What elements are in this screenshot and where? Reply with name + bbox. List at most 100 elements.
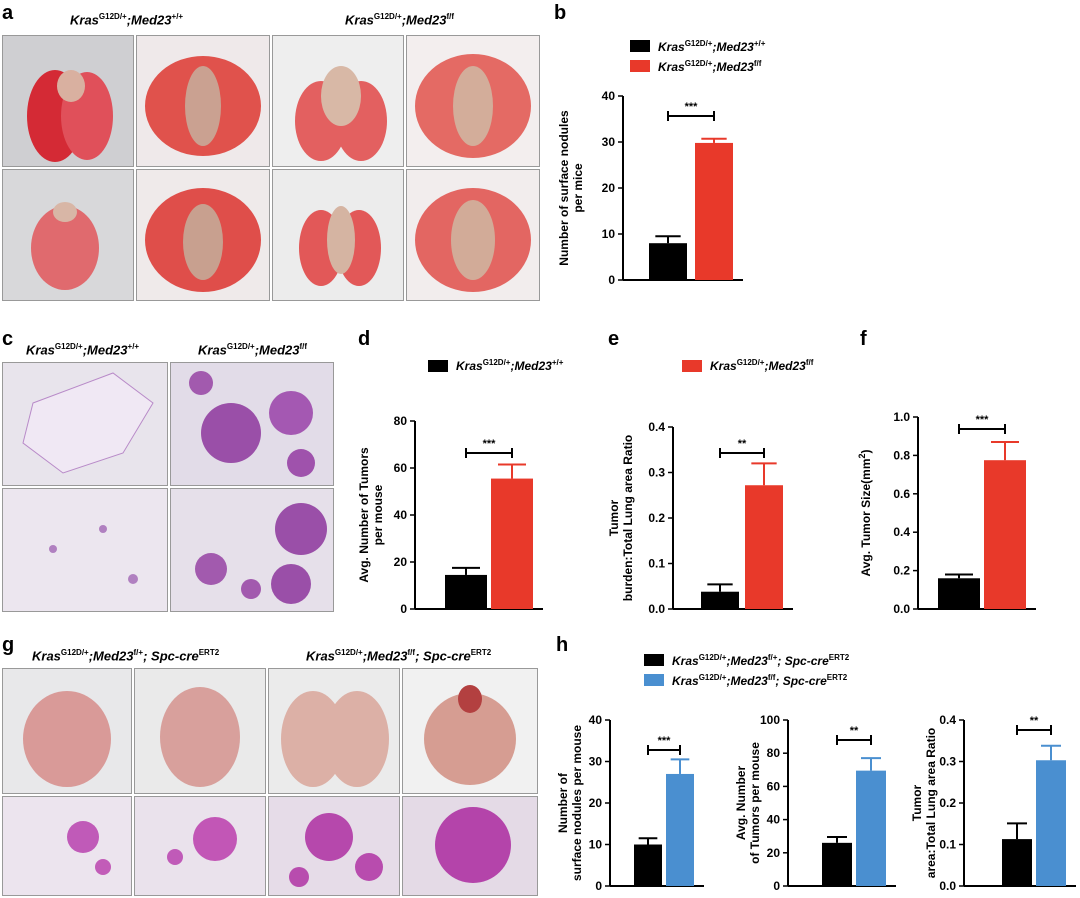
panel-a-group2-header: KrasG12D/+;Med23f/f <box>345 12 455 28</box>
bar-knockout <box>666 773 694 886</box>
y-tick-label: 10 <box>589 838 603 852</box>
legend-swatch-red <box>630 60 650 72</box>
y-axis-label: Number ofsurface nodules per mouse <box>556 725 584 881</box>
significance-label: *** <box>658 735 672 747</box>
significance-label: *** <box>976 414 990 426</box>
lung-photo-wt-3 <box>2 169 134 301</box>
histology-wt-1 <box>2 362 168 486</box>
y-tick-label: 30 <box>589 755 603 769</box>
chart-b: 0 10 20 30 40 Number of surface nodulesper mi… <box>557 89 743 287</box>
chart-h2: 0 20 40 60 80 100 Avg. Numberof Tumors per mou… <box>734 713 896 893</box>
bar-knockout <box>1036 760 1066 886</box>
y-tick-label: 0 <box>595 879 602 893</box>
legend-h: KrasG12D/+;Med23f/+; Spc-creERT2 KrasG12… <box>644 650 849 690</box>
panel-label-h: h <box>556 634 569 656</box>
legend-item-h-ko: KrasG12D/+;Med23f/f; Spc-creERT2 <box>644 670 849 690</box>
bar-knockout <box>984 460 1026 609</box>
y-tick-label: 20 <box>602 181 616 195</box>
panel-label-a: a <box>2 2 14 24</box>
y-tick-label: 0.4 <box>939 713 956 727</box>
panel-g-group1-header: KrasG12D/+;Med23f/+; Spc-creERT2 <box>32 648 220 664</box>
y-tick-label: 40 <box>767 813 781 827</box>
lung-photo-h-ko-1 <box>268 668 400 794</box>
significance-label: ** <box>1030 715 1039 727</box>
lung-photo-wt-4 <box>136 169 270 301</box>
y-tick-label: 0.8 <box>893 448 910 462</box>
y-tick-label: 0.4 <box>893 525 910 539</box>
y-axis-label: Tumorburden:Total Lung area Ratio <box>607 435 635 601</box>
y-tick-label: 60 <box>394 461 408 475</box>
y-tick-label: 0.0 <box>648 602 665 616</box>
y-axis-label: Tumorarea:Total Lung area Ratio <box>910 728 938 878</box>
lung-photo-h-ko-2 <box>402 668 538 794</box>
y-tick-label: 0 <box>773 879 780 893</box>
panel-g-group2-header: KrasG12D/+;Med23f/f; Spc-creERT2 <box>306 648 492 664</box>
lung-photo-wt-1 <box>2 35 134 167</box>
legend-d: KrasG12D/+;Med23+/+ <box>428 358 563 373</box>
y-tick-label: 0.3 <box>648 466 665 480</box>
y-tick-label: 0.0 <box>893 602 910 616</box>
y-tick-label: 20 <box>394 555 408 569</box>
y-tick-label: 20 <box>767 846 781 860</box>
y-axis-label: Avg. Numberof Tumors per mouse <box>734 742 762 864</box>
y-axis-label: Avg. Number of Tumorsper mouse <box>357 447 385 583</box>
y-tick-label: 0.0 <box>939 879 956 893</box>
bar-control <box>701 591 739 609</box>
bar-control <box>1002 839 1032 886</box>
legend-swatch-black <box>428 359 448 372</box>
legend-swatch-blue <box>644 674 664 686</box>
y-tick-label: 40 <box>394 508 408 522</box>
y-tick-label: 0.4 <box>648 420 665 434</box>
legend-b: KrasG12D/+;Med23+/+ KrasG12D/+;Med23f/f <box>630 36 765 76</box>
panel-label-c: c <box>2 328 14 350</box>
histology-ko-1 <box>170 362 334 486</box>
significance-label: *** <box>685 101 699 113</box>
significance-label: *** <box>483 438 497 450</box>
chart-f: 0.0 0.2 0.4 0.6 0.8 1.0 Avg. Tumor Size(mm2) **… <box>858 410 1036 616</box>
legend-item-wt: KrasG12D/+;Med23+/+ <box>630 36 765 56</box>
panel-label-f: f <box>860 328 867 350</box>
y-tick-label: 0.2 <box>648 511 665 525</box>
panel-label-d: d <box>358 328 371 350</box>
y-tick-label: 40 <box>589 713 603 727</box>
y-tick-label: 10 <box>602 227 616 241</box>
y-tick-label: 40 <box>602 89 616 103</box>
panel-a-group1-header: KrasG12D/+;Med23+/+ <box>70 12 184 28</box>
y-tick-label: 80 <box>767 746 781 760</box>
y-tick-label: 0.1 <box>939 838 956 852</box>
bar-control <box>938 578 980 609</box>
legend-e: KrasG12D/+;Med23f/f <box>682 358 813 373</box>
y-tick-label: 1.0 <box>893 410 910 424</box>
y-tick-label: 60 <box>767 779 781 793</box>
bar-knockout <box>856 770 886 886</box>
bar-control <box>445 574 487 609</box>
chart-d: 0 20 40 60 80 Avg. Number of Tumorsper mouse *… <box>357 414 543 616</box>
bar-knockout <box>695 142 733 280</box>
y-tick-label: 0.6 <box>893 487 910 501</box>
lung-photo-h-ctrl-2 <box>134 668 266 794</box>
legend-swatch-black <box>644 654 664 666</box>
lung-photo-wt-2 <box>136 35 270 167</box>
panel-c-group1-header: KrasG12D/+;Med23+/+ <box>26 342 140 358</box>
histology-h-ko-1 <box>268 796 400 896</box>
significance-label: ** <box>850 725 859 737</box>
y-tick-label: 0.3 <box>939 755 956 769</box>
histology-h-ctrl-2 <box>134 796 266 896</box>
lung-photo-h-ctrl-1 <box>2 668 132 794</box>
legend-item-ko: KrasG12D/+;Med23f/f <box>630 56 765 76</box>
bar-knockout <box>745 485 783 609</box>
lung-photo-ko-1 <box>272 35 404 167</box>
histology-h-ko-2 <box>402 796 538 896</box>
y-tick-label: 30 <box>602 135 616 149</box>
y-tick-label: 0.2 <box>939 796 956 810</box>
histology-ko-2 <box>170 488 334 612</box>
y-tick-label: 80 <box>394 414 408 428</box>
panel-label-g: g <box>2 634 15 656</box>
y-tick-label: 20 <box>589 796 603 810</box>
y-tick-label: 0 <box>400 602 407 616</box>
significance-label: ** <box>738 438 747 450</box>
y-tick-label: 100 <box>760 713 780 727</box>
panel-label-b: b <box>554 2 567 24</box>
bar-control <box>634 844 662 886</box>
